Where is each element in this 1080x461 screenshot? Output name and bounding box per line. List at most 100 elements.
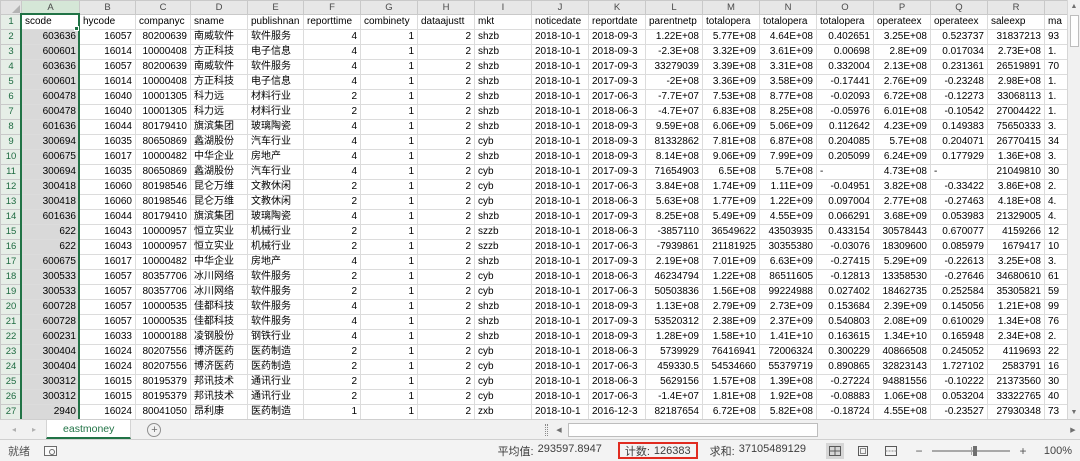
grid-cell[interactable]: 0.112642 bbox=[816, 119, 874, 135]
grid-cell[interactable]: 1 bbox=[360, 149, 418, 165]
grid-cell[interactable]: 2018-10-1 bbox=[531, 164, 589, 180]
grid-cell[interactable]: cyb bbox=[474, 269, 532, 285]
grid-cell[interactable]: 4 bbox=[303, 164, 361, 180]
grid-cell[interactable]: 博济医药 bbox=[190, 344, 248, 360]
grid-cell[interactable]: 622 bbox=[21, 224, 80, 240]
grid-cell[interactable]: 1 bbox=[360, 104, 418, 120]
grid-cell[interactable]: 中华企业 bbox=[190, 149, 248, 165]
grid-cell[interactable]: 16035 bbox=[79, 164, 136, 180]
grid-cell[interactable]: 2.73E+09 bbox=[759, 299, 817, 315]
grid-cell[interactable]: 旗滨集团 bbox=[190, 119, 248, 135]
row-header-21[interactable]: 21 bbox=[0, 314, 22, 330]
grid-cell[interactable]: 昆仑万维 bbox=[190, 194, 248, 210]
grid-cell[interactable]: 0.332004 bbox=[816, 59, 874, 75]
grid-cell[interactable]: zxb bbox=[474, 404, 532, 419]
grid-cell[interactable]: 2 bbox=[303, 179, 361, 195]
row-header-18[interactable]: 18 bbox=[0, 269, 22, 285]
zoom-out-icon[interactable]: − bbox=[915, 443, 923, 458]
grid-cell[interactable]: 16057 bbox=[79, 269, 136, 285]
horizontal-scrollbar-track[interactable] bbox=[566, 421, 1066, 438]
grid-cell[interactable]: 16014 bbox=[79, 74, 136, 90]
grid-cell[interactable]: 0.540803 bbox=[816, 314, 874, 330]
grid-cell[interactable]: -0.04951 bbox=[816, 179, 874, 195]
grid-cell[interactable]: 2 bbox=[417, 29, 475, 45]
grid-cell[interactable]: 5.77E+08 bbox=[702, 29, 760, 45]
grid-cell[interactable]: 6.63E+09 bbox=[759, 254, 817, 270]
grid-cell[interactable]: 33068113 bbox=[987, 89, 1045, 105]
grid-cell[interactable]: 2017-09-3 bbox=[588, 209, 646, 225]
grid-cell[interactable]: 材料行业 bbox=[247, 89, 304, 105]
grid-cell[interactable]: 32823143 bbox=[873, 359, 931, 375]
sheet-tab-eastmoney[interactable]: eastmoney bbox=[46, 420, 132, 439]
grid-cell[interactable]: 机械行业 bbox=[247, 224, 304, 240]
grid-cell[interactable]: 凌钢股份 bbox=[190, 329, 248, 345]
grid-cell[interactable]: 2 bbox=[417, 134, 475, 150]
grid-cell[interactable]: 2 bbox=[303, 194, 361, 210]
grid-cell[interactable]: 601636 bbox=[21, 209, 80, 225]
grid-cell[interactable]: 16015 bbox=[79, 389, 136, 405]
grid-cell[interactable]: -0.03076 bbox=[816, 239, 874, 255]
grid-cell[interactable]: 玻璃陶瓷 bbox=[247, 209, 304, 225]
grid-cell[interactable]: 80200639 bbox=[135, 59, 191, 75]
grid-cell[interactable]: 40 bbox=[1044, 389, 1067, 405]
grid-cell[interactable]: 2 bbox=[417, 374, 475, 390]
grid-cell[interactable]: 1.22E+09 bbox=[759, 194, 817, 210]
grid-cell[interactable]: 0.149383 bbox=[930, 119, 988, 135]
grid-cell[interactable]: szzb bbox=[474, 239, 532, 255]
column-header-C[interactable]: C bbox=[135, 0, 191, 15]
horizontal-scrollbar[interactable]: ◀ ▶ bbox=[552, 420, 1080, 439]
grid-cell[interactable]: 2.08E+09 bbox=[873, 314, 931, 330]
grid-cell[interactable]: -4.7E+07 bbox=[645, 104, 703, 120]
grid-cell[interactable]: 软件服务 bbox=[247, 284, 304, 300]
grid-cell[interactable]: 16043 bbox=[79, 224, 136, 240]
grid-cell[interactable]: 2 bbox=[417, 404, 475, 419]
grid-cell[interactable]: shzb bbox=[474, 314, 532, 330]
grid-cell[interactable]: 8.25E+08 bbox=[759, 104, 817, 120]
grid-cell[interactable]: 1 bbox=[360, 164, 418, 180]
grid-cell[interactable]: 2 bbox=[417, 164, 475, 180]
grid-cell[interactable]: 3.32E+09 bbox=[702, 44, 760, 60]
grid-cell[interactable]: 电子信息 bbox=[247, 74, 304, 90]
grid-cell[interactable]: 99224988 bbox=[759, 284, 817, 300]
grid-cell[interactable]: 9.59E+08 bbox=[645, 119, 703, 135]
grid-cell[interactable]: 2 bbox=[303, 104, 361, 120]
grid-cell[interactable]: 2 bbox=[303, 239, 361, 255]
scroll-up-icon[interactable]: ▲ bbox=[1070, 3, 1078, 10]
page-layout-view-icon[interactable] bbox=[854, 443, 872, 459]
grid-cell[interactable]: 10000957 bbox=[135, 239, 191, 255]
grid-cell[interactable]: 46234794 bbox=[645, 269, 703, 285]
grid-cell[interactable]: sname bbox=[190, 14, 248, 30]
row-header-22[interactable]: 22 bbox=[0, 329, 22, 345]
zoom-slider[interactable] bbox=[932, 445, 1010, 457]
grid-cell[interactable]: 6.06E+09 bbox=[702, 119, 760, 135]
grid-cell[interactable]: combinety bbox=[360, 14, 418, 30]
grid-cell[interactable]: totalopera bbox=[702, 14, 760, 30]
grid-cell[interactable]: 21181925 bbox=[702, 239, 760, 255]
grid-cell[interactable]: cyb bbox=[474, 194, 532, 210]
grid-cell[interactable]: 2017-06-3 bbox=[588, 284, 646, 300]
grid-cell[interactable]: 2017-06-3 bbox=[588, 239, 646, 255]
grid-cell[interactable]: 2 bbox=[303, 374, 361, 390]
grid-cell[interactable]: 2017-06-3 bbox=[588, 389, 646, 405]
grid-cell[interactable]: mkt bbox=[474, 14, 532, 30]
grid-cell[interactable]: cyb bbox=[474, 134, 532, 150]
grid-cell[interactable]: 2 bbox=[303, 89, 361, 105]
grid-cell[interactable]: 16 bbox=[1044, 359, 1067, 375]
grid-cell[interactable]: 2 bbox=[417, 269, 475, 285]
grid-cell[interactable]: 2 bbox=[303, 389, 361, 405]
grid-cell[interactable]: 佳都科技 bbox=[190, 314, 248, 330]
grid-cell[interactable]: 2 bbox=[417, 254, 475, 270]
grid-cell[interactable]: 1.92E+08 bbox=[759, 389, 817, 405]
grid-cell[interactable]: 2018-10-1 bbox=[531, 29, 589, 45]
grid-cell[interactable]: 2018-10-1 bbox=[531, 89, 589, 105]
grid-cell[interactable]: 6.72E+08 bbox=[873, 89, 931, 105]
grid-cell[interactable]: 0.00698 bbox=[816, 44, 874, 60]
grid-cell[interactable]: 2018-09-3 bbox=[588, 299, 646, 315]
grid-cell[interactable]: 房地产 bbox=[247, 254, 304, 270]
grid-cell[interactable]: 2017-09-3 bbox=[588, 59, 646, 75]
grid-cell[interactable]: 材料行业 bbox=[247, 104, 304, 120]
grid-cell[interactable]: 通讯行业 bbox=[247, 389, 304, 405]
grid-cell[interactable]: 459330.5 bbox=[645, 359, 703, 375]
grid-cell[interactable]: 16040 bbox=[79, 89, 136, 105]
grid-cell[interactable]: 2 bbox=[417, 224, 475, 240]
